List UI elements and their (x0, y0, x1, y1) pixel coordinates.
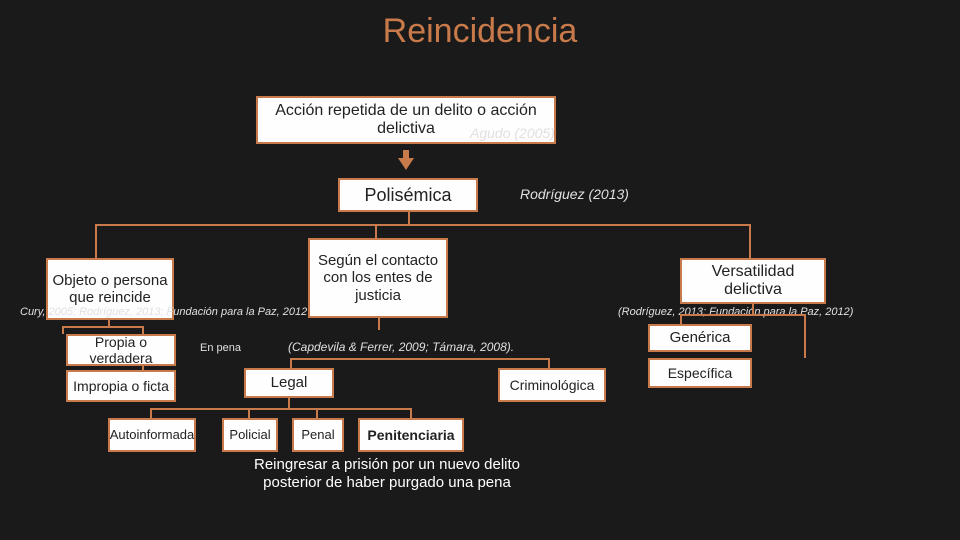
definition-cite: Agudo (2005) (470, 125, 555, 141)
legal-penit: Penitenciaria (358, 418, 464, 452)
left-branch-cite: Cury, 2005; Rodríguez, 2013; Fundación p… (20, 306, 307, 318)
mid-child-crim: Criminológica (498, 368, 606, 402)
connector (248, 408, 250, 418)
connector (548, 358, 550, 368)
mid-child-legal: Legal (244, 368, 334, 398)
connector (290, 358, 550, 360)
connector (95, 224, 97, 258)
connector (752, 304, 754, 314)
legal-auto: Autoinformada (108, 418, 196, 452)
arrow-icon (398, 158, 414, 170)
connector (410, 408, 412, 418)
legal-pen: Penal (292, 418, 344, 452)
right-child-especifica: Específica (648, 358, 752, 388)
connector (680, 314, 682, 324)
penit-description: Reingresar a prisión por un nuevo delito… (232, 456, 542, 492)
right-child-generica: Genérica (648, 324, 752, 352)
polisemica-cite: Rodríguez (2013) (520, 186, 629, 202)
connector (804, 314, 806, 358)
connector (408, 212, 410, 224)
connector (95, 224, 751, 226)
connector (316, 408, 318, 418)
mid-branch-box: Según el contacto con los entes de justi… (308, 238, 448, 318)
left-child-propia-note: En pena (200, 342, 241, 354)
connector (62, 326, 64, 334)
right-branch-cite: (Rodríguez, 2013; Fundación para la Paz,… (618, 306, 853, 318)
connector (375, 224, 377, 238)
connector (680, 314, 806, 316)
connector (288, 398, 290, 408)
connector (150, 408, 152, 418)
connector (749, 224, 751, 258)
connector (150, 408, 412, 410)
left-child-impropia: Impropia o ficta (66, 370, 176, 402)
connector (290, 358, 292, 368)
polisemica-box: Polisémica (338, 178, 478, 212)
right-branch-box: Versatilidad delictiva (680, 258, 826, 304)
connector (378, 318, 380, 330)
left-child-propia: Propia o verdadera (66, 334, 176, 366)
legal-pol: Policial (222, 418, 278, 452)
page-title: Reincidencia (0, 12, 960, 51)
connector (62, 326, 144, 328)
mid-branch-cite: (Capdevila & Ferrer, 2009; Támara, 2008)… (288, 340, 514, 354)
